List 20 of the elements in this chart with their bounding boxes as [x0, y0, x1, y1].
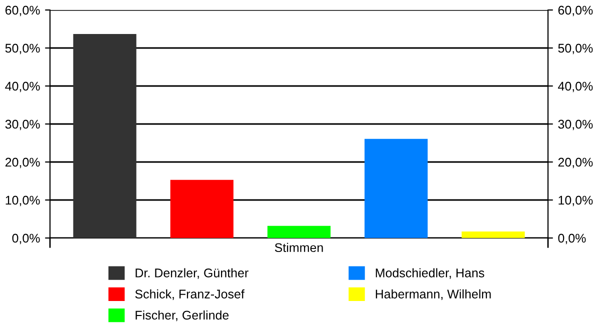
text: 30,0% — [558, 120, 593, 130]
legend-label: Dr. Denzler, Günther — [136, 268, 248, 279]
legend-label: Schick, Franz-Josef — [135, 289, 244, 300]
y-tick-label: 10,0% — [6, 196, 40, 206]
legend-label: Fischer, Gerlinde — [136, 310, 229, 322]
y-tick-label: 0,0% — [12, 234, 40, 244]
y-tick-label: 60,0% — [5, 6, 40, 16]
text: 50,0% — [558, 44, 593, 54]
y-tick-label: 20,0% — [5, 158, 40, 168]
text: 60,0% — [558, 6, 593, 16]
text: 0,0% — [558, 234, 586, 244]
legend-label: Modschiedler, Hans — [376, 268, 484, 279]
legend-label: Habermann, Wilhelm — [376, 289, 491, 300]
text: 10,0% — [558, 196, 593, 206]
y-tick-label: 30,0% — [5, 120, 40, 130]
text: 20,0% — [558, 158, 593, 168]
y-tick-label: 50,0% — [5, 44, 40, 54]
text: 40,0% — [558, 82, 593, 92]
y-tick-label: 40,0% — [5, 82, 40, 92]
x-tick-label: Stimmen — [274, 242, 323, 252]
